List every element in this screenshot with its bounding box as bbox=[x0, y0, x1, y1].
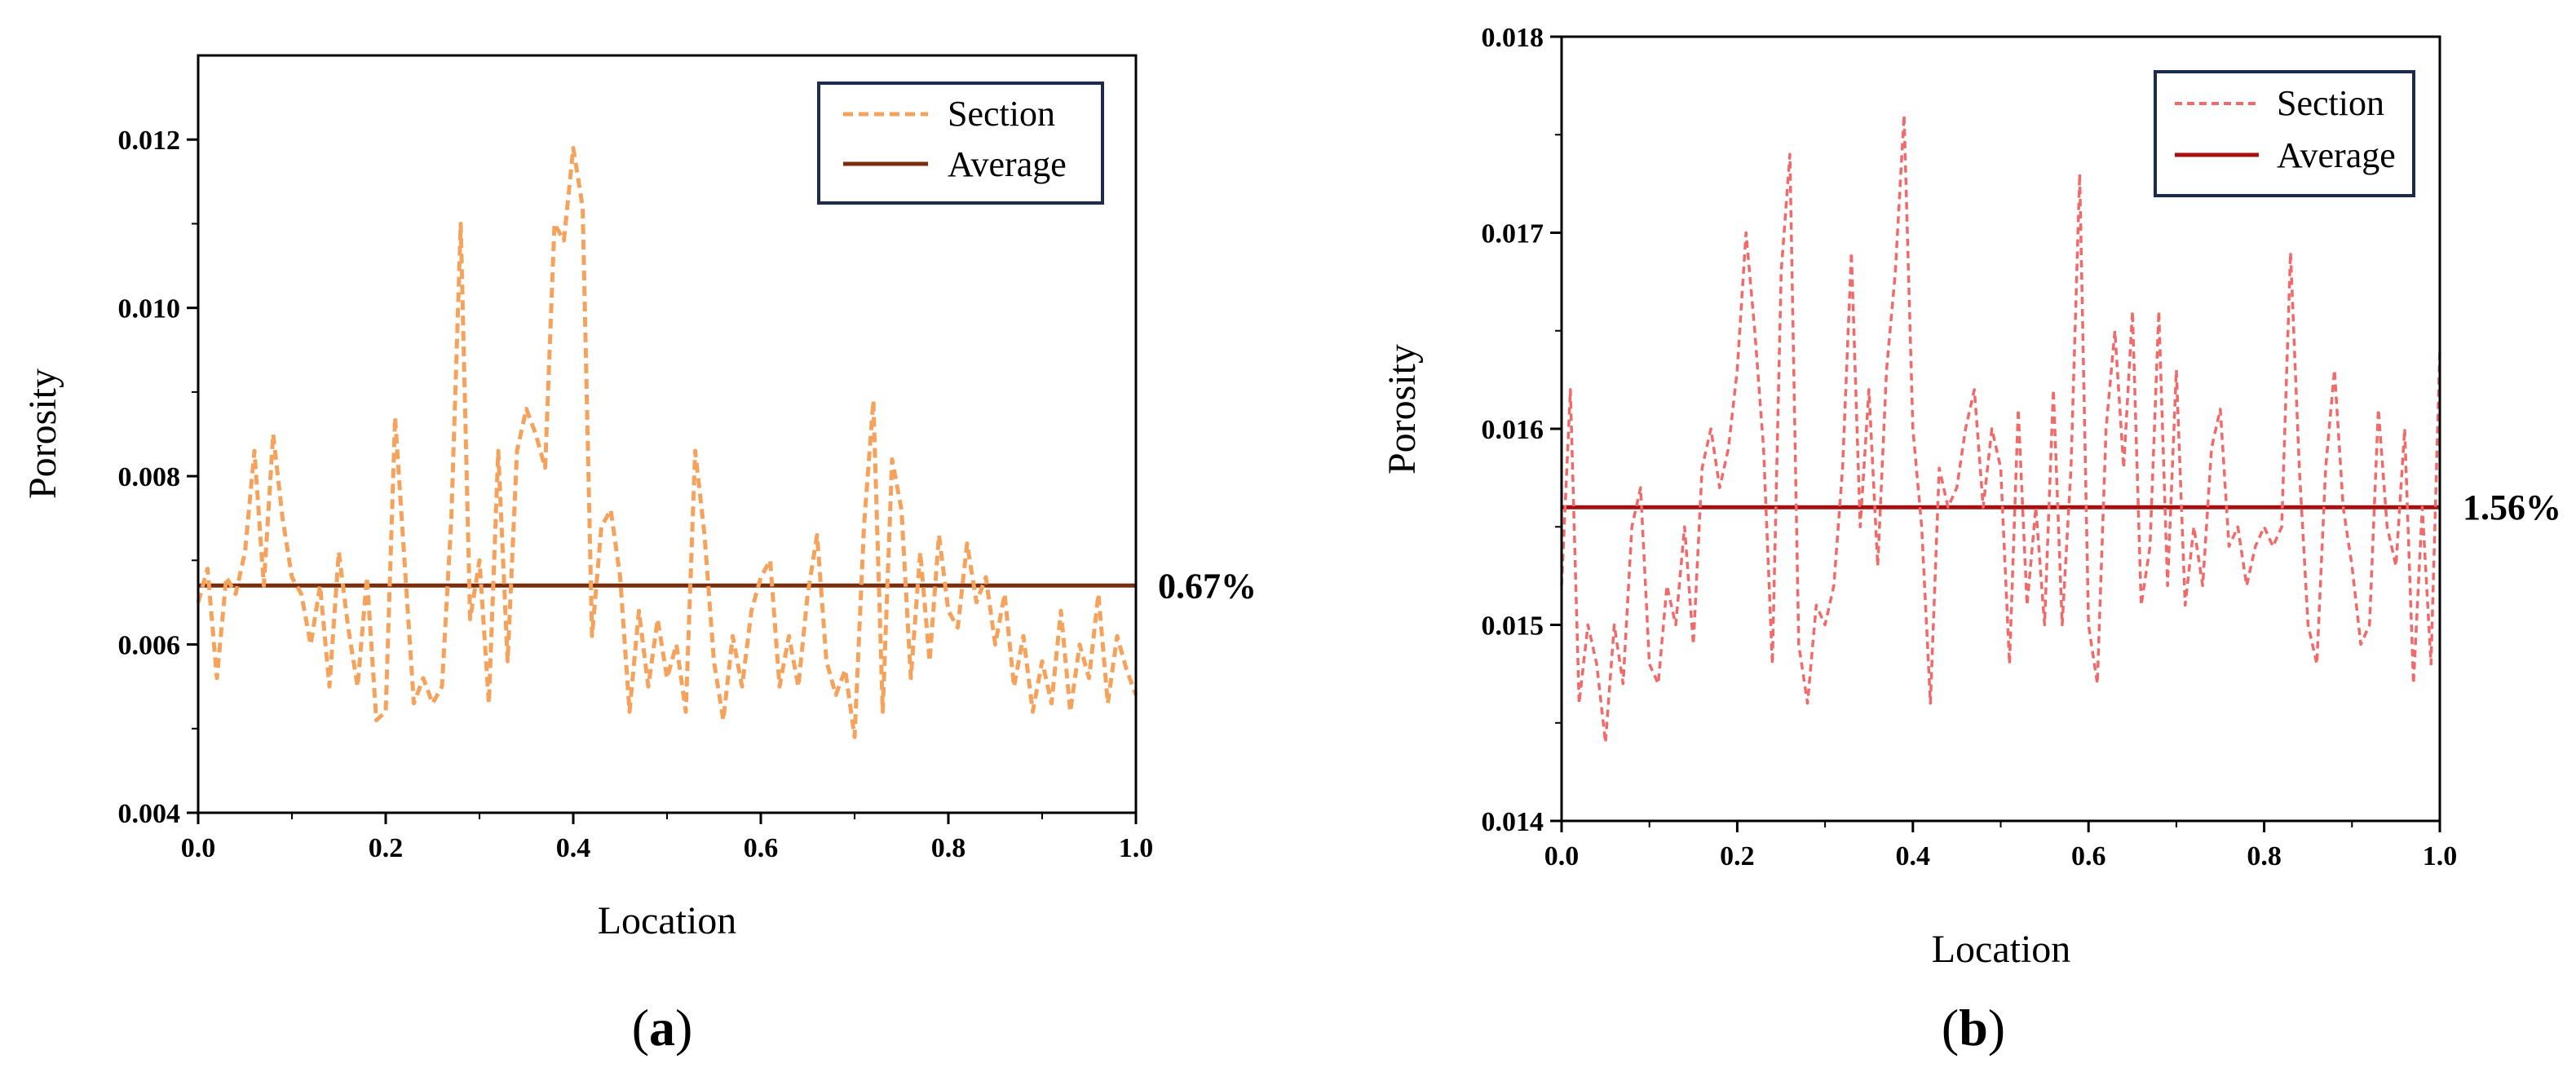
panel-a-legend-box bbox=[817, 82, 1104, 205]
panel-b-legend-average-label: Average bbox=[2277, 135, 2396, 175]
panel-a-y-tick-label: 0.004 bbox=[118, 799, 181, 829]
panel-a-x-tick-label: 0.8 bbox=[931, 833, 966, 863]
panel-b-x-tick-label: 1.0 bbox=[2423, 841, 2458, 871]
panel-a-section-line bbox=[196, 146, 1138, 739]
panel-a-x-tick-label: 0.0 bbox=[181, 833, 216, 863]
panel-b-x-tick-label: 0.6 bbox=[2071, 841, 2106, 871]
panel-b-y-tick-label: 0.014 bbox=[1482, 807, 1544, 837]
panel-a-average-value-label: 0.67% bbox=[1158, 566, 1257, 606]
panel-b-y-tick-label: 0.017 bbox=[1482, 219, 1544, 249]
panel-a-legend-average-label: Average bbox=[948, 144, 1067, 184]
panel-a-x-tick-label: 0.4 bbox=[556, 833, 591, 863]
panel-b-y-tick-label: 0.016 bbox=[1482, 415, 1544, 445]
panel-a-x-tick-label: 0.6 bbox=[744, 833, 779, 863]
panel-b-legend: Section Average bbox=[2154, 70, 2415, 197]
panel-a-legend: Section Average bbox=[817, 82, 1104, 205]
panel-b-section-line bbox=[1560, 113, 2441, 744]
panel-a-x-axis-title: Location bbox=[598, 899, 737, 942]
panel-b-y-tick-label: 0.018 bbox=[1482, 23, 1544, 53]
panel-b-x-tick-label: 0.8 bbox=[2247, 841, 2282, 871]
panel-b-legend-section-label: Section bbox=[2277, 83, 2384, 123]
panel-a-y-tick-label: 0.008 bbox=[118, 462, 181, 492]
panel-a-caption: (a) bbox=[632, 999, 693, 1057]
panel-a-x-tick-label: 0.2 bbox=[369, 833, 404, 863]
panel-b-axes: 0.0 0.2 0.4 0.6 0.8 1.0 0.014 0.015 0.016 0.017 0.… bbox=[1482, 23, 2458, 871]
panel-b-y-axis-title: Porosity bbox=[1381, 344, 1424, 474]
panel-b-legend-box bbox=[2154, 70, 2415, 197]
panel-b-plot-area bbox=[1560, 113, 2441, 744]
panel-a-y-tick-label: 0.012 bbox=[118, 126, 181, 156]
panel-b-caption: (b) bbox=[1942, 999, 2005, 1057]
panel-b-x-tick-label: 0.0 bbox=[1544, 841, 1580, 871]
panel-a-y-axis-title: Porosity bbox=[21, 368, 64, 499]
panel-a-x-tick-label: 1.0 bbox=[1119, 833, 1154, 863]
panel-b-y-tick-label: 0.015 bbox=[1482, 611, 1544, 642]
panel-a-plot-area bbox=[196, 146, 1138, 739]
panel-b-average-value-label: 1.56% bbox=[2463, 487, 2561, 527]
panel-a-legend-section-label: Section bbox=[948, 94, 1055, 134]
panel-b-x-tick-label: 0.4 bbox=[1896, 841, 1931, 871]
panel-a: 0.0 0.2 0.4 0.6 0.8 1.0 0.004 0.006 0.008 0.010 0.… bbox=[21, 54, 1257, 1057]
panel-b-x-axis-title: Location bbox=[1932, 928, 2071, 971]
panel-b-x-tick-label: 0.2 bbox=[1720, 841, 1755, 871]
panel-a-y-tick-label: 0.006 bbox=[118, 631, 181, 661]
panel-b: 0.0 0.2 0.4 0.6 0.8 1.0 0.014 0.015 0.016 0.017 0.… bbox=[1381, 23, 2561, 1057]
panel-a-axes: 0.0 0.2 0.4 0.6 0.8 1.0 0.004 0.006 0.008 0.010 0.… bbox=[118, 126, 1154, 863]
panel-a-y-tick-label: 0.010 bbox=[118, 294, 181, 324]
